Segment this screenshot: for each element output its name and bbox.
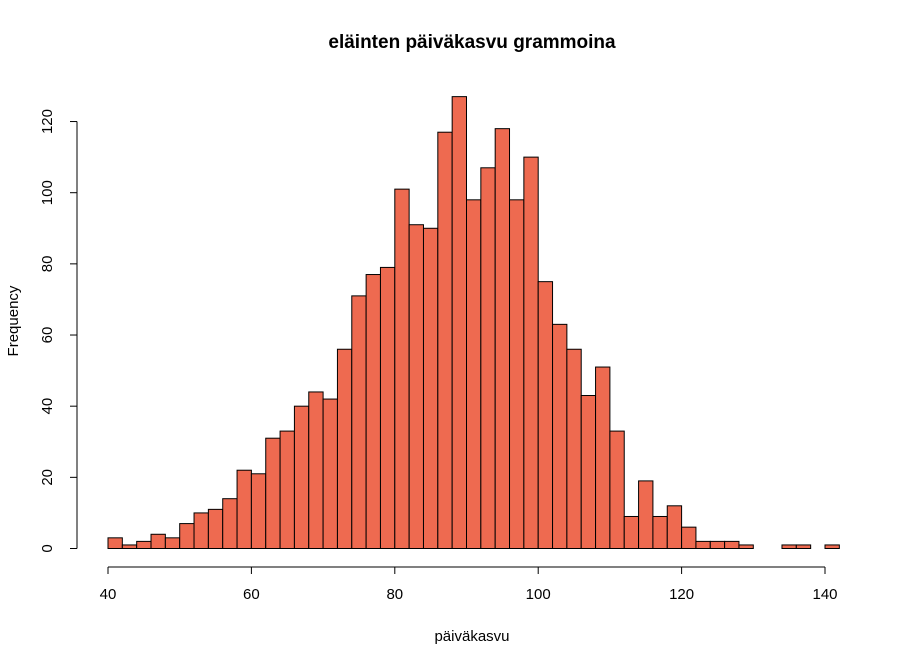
y-tick-label: 80 bbox=[39, 256, 56, 273]
histogram-bar bbox=[738, 544, 754, 550]
histogram-bar bbox=[523, 156, 539, 549]
y-axis-label: Frequency bbox=[5, 285, 22, 356]
histogram-bar bbox=[623, 515, 640, 549]
histogram-bar bbox=[695, 540, 711, 550]
histogram-bar bbox=[379, 266, 396, 549]
histogram-bar bbox=[408, 224, 424, 549]
histogram-bar bbox=[437, 131, 453, 550]
x-tick-label: 80 bbox=[386, 586, 403, 603]
histogram-bar bbox=[566, 348, 582, 549]
histogram-bar bbox=[552, 323, 568, 549]
histogram-bars bbox=[107, 96, 840, 550]
histogram-bar bbox=[451, 96, 468, 549]
histogram-bar bbox=[652, 515, 668, 549]
x-axis: 40 60 80 100 120 140 bbox=[100, 566, 838, 603]
y-tick-label: 100 bbox=[39, 180, 56, 205]
histogram-bar bbox=[681, 526, 697, 550]
histogram-bar bbox=[795, 544, 812, 550]
histogram-bar bbox=[179, 523, 195, 550]
y-axis: 0 20 40 60 80 100 120 bbox=[39, 109, 78, 553]
histogram-bar bbox=[250, 473, 267, 549]
histogram-bar bbox=[164, 537, 181, 550]
histogram-bar bbox=[781, 544, 797, 550]
histogram-bar bbox=[265, 437, 281, 550]
y-tick-label: 0 bbox=[39, 544, 56, 552]
x-tick-label: 140 bbox=[812, 586, 837, 603]
histogram-bar bbox=[293, 405, 310, 549]
histogram-bar bbox=[121, 544, 138, 550]
chart-title: eläinten päiväkasvu grammoina bbox=[328, 32, 616, 53]
x-tick-label: 60 bbox=[243, 586, 260, 603]
histogram-bar bbox=[466, 199, 482, 549]
histogram-bar bbox=[222, 498, 238, 550]
histogram-bar bbox=[308, 391, 324, 550]
histogram-bar bbox=[638, 480, 654, 549]
histogram-bar bbox=[537, 281, 554, 549]
histogram-bar bbox=[709, 540, 726, 550]
histogram-bar bbox=[207, 508, 224, 549]
histogram-bar bbox=[724, 540, 740, 550]
y-tick-label: 60 bbox=[39, 327, 56, 344]
histogram-bar bbox=[150, 533, 166, 550]
histogram-bar bbox=[351, 295, 367, 549]
histogram-bar bbox=[365, 274, 381, 549]
histogram-bar bbox=[509, 199, 525, 549]
histogram-bar bbox=[580, 395, 597, 550]
histogram-bar bbox=[666, 505, 683, 549]
histogram-bar bbox=[107, 537, 123, 550]
histogram-bar bbox=[136, 540, 152, 550]
histogram-bar bbox=[336, 348, 353, 549]
x-axis-label: päiväkasvu bbox=[434, 628, 509, 645]
x-tick-label: 40 bbox=[100, 586, 117, 603]
histogram-bar bbox=[236, 469, 252, 549]
histogram-bar bbox=[422, 227, 439, 549]
histogram-bar bbox=[609, 430, 625, 549]
x-tick-label: 100 bbox=[526, 586, 551, 603]
y-tick-label: 120 bbox=[39, 109, 56, 134]
histogram-bar bbox=[279, 430, 295, 549]
histogram-bar bbox=[394, 188, 410, 549]
histogram-bar bbox=[193, 512, 209, 549]
y-tick-label: 20 bbox=[39, 469, 56, 486]
histogram-bar bbox=[480, 167, 496, 549]
y-tick-label: 40 bbox=[39, 398, 56, 415]
histogram-bar bbox=[322, 398, 338, 549]
histogram-bar bbox=[595, 366, 611, 550]
x-tick-label: 120 bbox=[669, 586, 694, 603]
histogram-bar bbox=[494, 128, 511, 549]
histogram-bar bbox=[824, 544, 840, 550]
